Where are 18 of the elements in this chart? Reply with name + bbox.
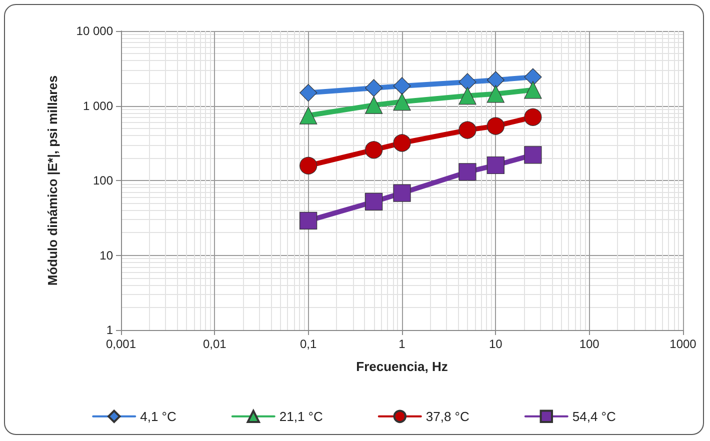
legend-label: 4,1 °C: [140, 408, 176, 424]
y-tick-label: 1 000: [82, 98, 114, 113]
legend-label: 54,4 °C: [572, 408, 616, 424]
y-tick-label: 10: [100, 248, 114, 262]
y-tick-label: 1: [106, 323, 114, 337]
y-axis-title: Módulo dinámico |E*|, psi millares: [45, 75, 60, 286]
x-tick-label: 0,1: [300, 337, 317, 351]
legend-label: 21,1 °C: [279, 408, 323, 424]
legend-label: 37,8 °C: [426, 408, 470, 424]
x-tick-label: 1000: [670, 337, 697, 351]
y-tick-label: 100: [92, 174, 114, 188]
x-tick-label: 1: [398, 337, 406, 351]
x-tick-label: 0,001: [106, 337, 136, 351]
x-tick-label: 0,01: [202, 337, 227, 351]
x-axis-title: Frecuencia, Hz: [356, 359, 448, 374]
x-tick-label: 100: [579, 337, 600, 351]
x-tick-label: 10: [488, 337, 503, 351]
y-tick-label: 10 000: [76, 24, 114, 38]
